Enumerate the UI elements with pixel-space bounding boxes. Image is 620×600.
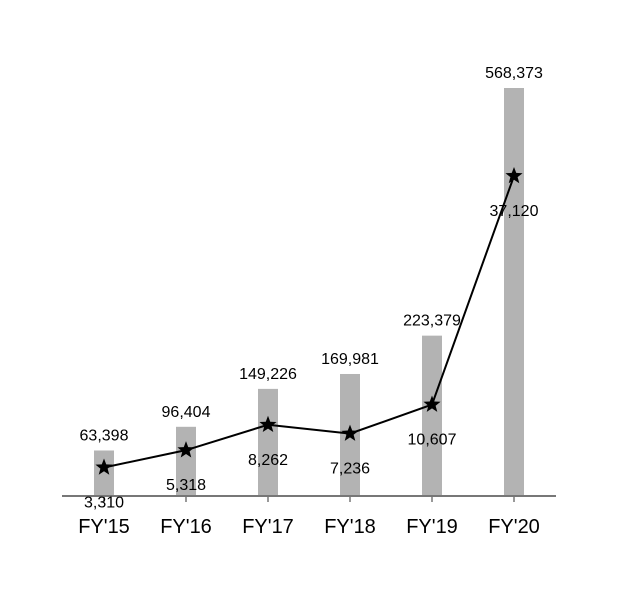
line-point-star xyxy=(341,424,359,441)
x-tick-label: FY'20 xyxy=(488,516,540,538)
line-path xyxy=(103,175,515,469)
bar-value-label: 223,379 xyxy=(403,313,461,330)
bar-value-labels: 63,398 96,404 149,226 169,981 223,379 568,373 xyxy=(80,65,543,444)
line-series xyxy=(95,167,523,475)
bar-value-label: 568,373 xyxy=(485,65,543,82)
bar xyxy=(422,335,442,496)
x-tick-label: FY'17 xyxy=(242,516,294,538)
bar-value-label: 96,404 xyxy=(162,404,211,421)
line-value-label: 10,607 xyxy=(408,432,457,449)
x-axis-tick-labels: FY'15 FY'16 FY'17 FY'18 FY'19 FY'20 xyxy=(78,516,540,538)
bar-series xyxy=(94,88,524,496)
line-value-label: 8,262 xyxy=(248,452,288,469)
line-value-label: 5,318 xyxy=(166,477,206,494)
line-point-star xyxy=(95,458,113,475)
bar-value-label: 169,981 xyxy=(321,351,379,368)
line-value-label: 37,120 xyxy=(490,203,539,220)
bar-value-label: 63,398 xyxy=(80,427,129,444)
bar xyxy=(258,388,278,496)
bar xyxy=(176,426,196,496)
line-value-label: 7,236 xyxy=(330,461,370,478)
x-axis-ticks xyxy=(103,496,515,502)
line-point-star xyxy=(177,441,195,458)
line-value-labels: 3,310 5,318 8,262 7,236 10,607 37,120 xyxy=(84,203,539,511)
x-tick-label: FY'15 xyxy=(78,516,130,538)
line-point-star xyxy=(423,395,441,412)
x-tick-label: FY'16 xyxy=(160,516,212,538)
bar-value-label: 149,226 xyxy=(239,366,297,383)
bar xyxy=(504,88,524,496)
x-tick-label: FY'18 xyxy=(324,516,376,538)
line-point-star xyxy=(259,415,277,433)
line-point-star xyxy=(505,167,523,184)
x-tick-label: FY'19 xyxy=(406,516,458,538)
line-value-label: 3,310 xyxy=(84,494,124,511)
bar xyxy=(94,450,114,496)
